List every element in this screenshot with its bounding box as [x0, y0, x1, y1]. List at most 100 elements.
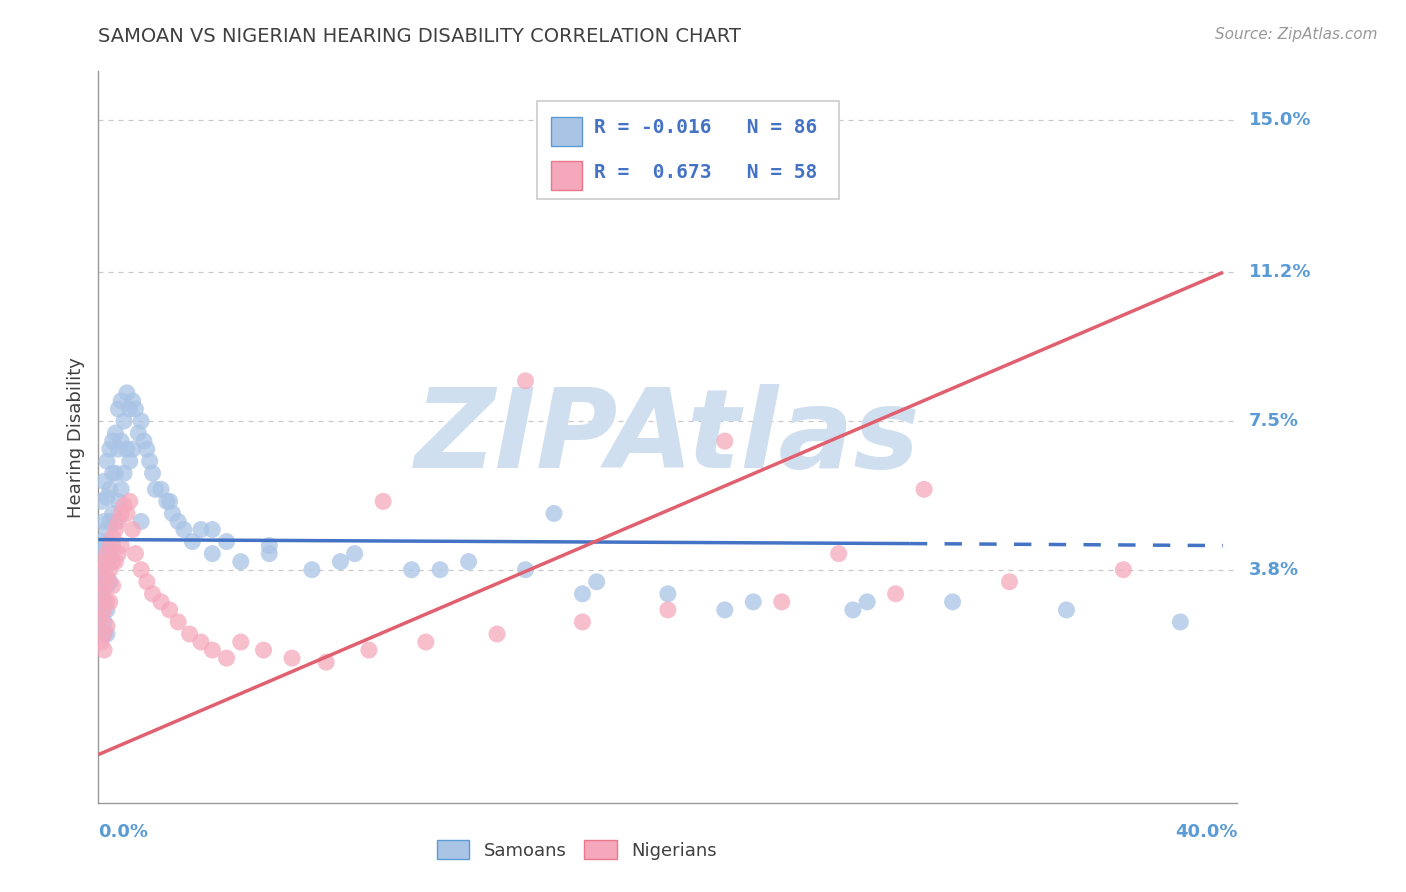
Point [110, 393, 132, 408]
Point [770, 595, 793, 609]
Point [181, 534, 204, 549]
Point [373, 494, 395, 508]
Point [107, 442, 129, 457]
Point [179, 627, 201, 641]
Point [115, 507, 138, 521]
Text: R =  0.673   N = 58: R = 0.673 N = 58 [593, 163, 817, 182]
Point [104, 467, 127, 481]
Point [1056, 603, 1078, 617]
Point [742, 595, 765, 609]
Point [104, 523, 127, 537]
Point [159, 494, 181, 508]
Point [90, 563, 112, 577]
Point [141, 587, 163, 601]
Point [215, 534, 238, 549]
Point [93, 515, 115, 529]
Text: SAMOAN VS NIGERIAN HEARING DISABILITY CORRELATION CHART: SAMOAN VS NIGERIAN HEARING DISABILITY CO… [98, 27, 741, 45]
Point [90, 563, 112, 577]
Point [93, 603, 115, 617]
Text: R = -0.016   N = 86: R = -0.016 N = 86 [593, 118, 817, 136]
Point [98, 515, 121, 529]
Point [96, 595, 118, 609]
Point [96, 523, 118, 537]
Point [315, 655, 337, 669]
Point [856, 595, 879, 609]
Point [101, 507, 124, 521]
Point [112, 467, 135, 481]
Point [118, 494, 141, 508]
Point [110, 507, 132, 521]
Point [98, 547, 121, 561]
Point [93, 555, 115, 569]
Point [515, 563, 537, 577]
Point [657, 603, 679, 617]
Text: ZIPAtlas: ZIPAtlas [415, 384, 921, 491]
Point [101, 579, 124, 593]
Point [229, 555, 252, 569]
Point [571, 615, 593, 629]
Point [96, 603, 118, 617]
Point [201, 547, 224, 561]
Point [167, 615, 190, 629]
Point [515, 374, 537, 388]
Point [90, 611, 112, 625]
Point [93, 579, 115, 593]
Point [173, 523, 195, 537]
Point [252, 643, 274, 657]
Point [124, 547, 146, 561]
Point [98, 563, 121, 577]
Point [90, 603, 112, 617]
Point [543, 507, 565, 521]
Text: Source: ZipAtlas.com: Source: ZipAtlas.com [1215, 27, 1378, 42]
Point [301, 563, 323, 577]
Text: 40.0%: 40.0% [1175, 823, 1237, 841]
Point [110, 483, 132, 497]
Point [127, 425, 149, 440]
Point [229, 635, 252, 649]
Point [121, 442, 143, 457]
Point [357, 643, 380, 657]
Point [118, 454, 141, 468]
Point [112, 499, 135, 513]
Point [101, 539, 124, 553]
Point [150, 483, 173, 497]
Point [415, 635, 437, 649]
Point [159, 603, 181, 617]
Point [112, 414, 135, 428]
Point [90, 587, 112, 601]
Point [101, 555, 124, 569]
Point [98, 539, 121, 553]
Point [121, 523, 143, 537]
Point [110, 539, 132, 553]
Point [96, 571, 118, 585]
Point [110, 434, 132, 449]
Point [98, 574, 121, 589]
Point [121, 393, 143, 408]
Point [281, 651, 304, 665]
Point [329, 555, 352, 569]
Point [93, 571, 115, 585]
Text: 15.0%: 15.0% [1249, 111, 1312, 128]
Point [141, 467, 163, 481]
Point [259, 547, 281, 561]
Point [107, 547, 129, 561]
Point [190, 635, 212, 649]
Point [93, 627, 115, 641]
Point [162, 507, 184, 521]
Point [115, 442, 138, 457]
Point [457, 555, 479, 569]
Point [93, 615, 115, 629]
Point [96, 491, 118, 505]
Point [828, 547, 851, 561]
Point [190, 523, 212, 537]
Point [215, 651, 238, 665]
Point [201, 643, 224, 657]
Point [93, 542, 115, 557]
Point [259, 539, 281, 553]
Point [90, 534, 112, 549]
Text: 0.0%: 0.0% [98, 823, 149, 841]
Point [107, 401, 129, 416]
Point [714, 603, 737, 617]
Point [118, 401, 141, 416]
Legend: Samoans, Nigerians: Samoans, Nigerians [429, 833, 724, 867]
